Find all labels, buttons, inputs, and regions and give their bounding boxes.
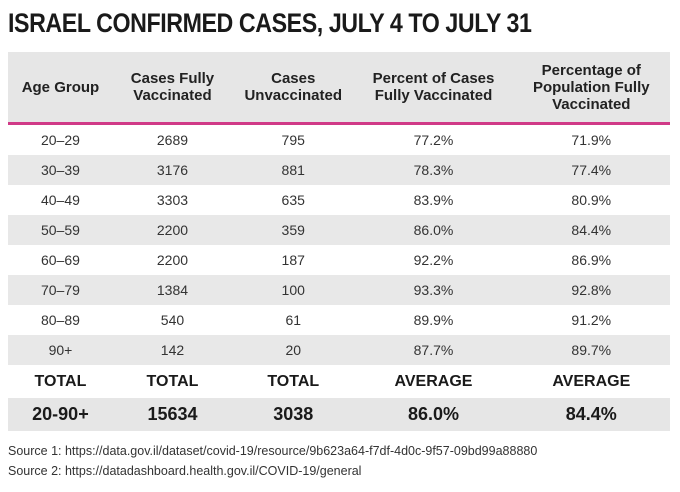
header-row: Age Group Cases Fully Vaccinated Cases Unv… [8,52,670,125]
table-cell: 89.7% [512,335,670,365]
table-cell: 92.8% [512,275,670,305]
table-cell: AVERAGE [552,372,631,390]
cases-table: Age Group Cases Fully Vaccinated Cases Unv… [8,52,670,431]
table-cell: 93.3% [354,275,513,305]
table-row: 80–89 540 61 89.9% 91.2% [8,305,670,335]
table-cell: 50–59 [8,215,113,245]
table-cell: 3303 [156,192,189,208]
table-cell: 86.9% [571,252,612,268]
table-cell: 635 [281,192,305,208]
table-cell: 540 [160,312,185,328]
table-cell: AVERAGE [394,372,473,390]
table-cell: 2200 [156,252,189,268]
column-header: Cases Unvaccinated [232,52,355,125]
table-row: 60–69 2200 187 92.2% 86.9% [8,245,670,275]
page-title: ISRAEL CONFIRMED CASES, JULY 4 TO JULY 3… [8,8,532,38]
table-cell: 89.9% [413,312,454,328]
table-cell: 3038 [232,398,355,431]
source-2: Source 2: https://datadashboard.health.g… [8,464,362,478]
table-cell: 77.2% [413,132,454,148]
table-row: 40–49 3303 635 83.9% 80.9% [8,185,670,215]
table-cell: 359 [232,215,355,245]
table-cell: 80–89 [40,312,80,328]
table-cell: 795 [281,132,305,148]
table-row: 70–79 1384 100 93.3% 92.8% [8,275,670,305]
table-cell: 84.4% [512,398,670,431]
summary-value-row: 20-90+ 15634 3038 86.0% 84.4% [8,398,670,431]
table-row: 20–29 2689 795 77.2% 71.9% [8,124,670,156]
table-cell: 15634 [112,398,233,431]
table-row: 30–39 3176 881 78.3% 77.4% [8,155,670,185]
table-cell: 91.2% [571,312,612,328]
table-cell: 86.0% [354,398,513,431]
table-cell: 92.2% [413,252,454,268]
table-cell: 61 [285,312,302,328]
table-cell: 881 [232,155,355,185]
column-header: Age Group [8,52,113,125]
table-cell: 83.9% [413,192,454,208]
table-cell: 90+ [8,335,113,365]
table-cell: 71.9% [571,132,612,148]
table-cell: 20-90+ [8,398,113,431]
table-cell: 30–39 [8,155,113,185]
table-cell: 77.4% [512,155,670,185]
table-cell: 100 [232,275,355,305]
table-cell: TOTAL [146,372,199,390]
column-header: Cases Fully Vaccinated [112,52,233,125]
source-1: Source 1: https://data.gov.il/dataset/co… [8,444,538,458]
table-cell: TOTAL [34,372,87,390]
table-cell: 2689 [156,132,189,148]
table-row: 90+ 142 20 87.7% 89.7% [8,335,670,365]
table-cell: 1384 [112,275,233,305]
table-cell: 20 [232,335,355,365]
column-header: Percentage of Population Fully Vaccinate… [512,52,670,125]
summary-label-row: TOTAL TOTAL TOTAL AVERAGE AVERAGE [8,365,670,398]
table-cell: 60–69 [40,252,80,268]
column-header: Percent of Cases Fully Vaccinated [354,52,513,125]
table-cell: 80.9% [571,192,612,208]
table-cell: 187 [281,252,305,268]
table-cell: 87.7% [354,335,513,365]
table-cell: 3176 [112,155,233,185]
table-cell: TOTAL [267,372,320,390]
table-cell: 84.4% [512,215,670,245]
table-cell: 86.0% [354,215,513,245]
table-cell: 78.3% [354,155,513,185]
table-cell: 2200 [112,215,233,245]
table-cell: 20–29 [40,132,80,148]
table-cell: 142 [112,335,233,365]
table-cell: 40–49 [40,192,80,208]
table-row: 50–59 2200 359 86.0% 84.4% [8,215,670,245]
table-cell: 70–79 [8,275,113,305]
